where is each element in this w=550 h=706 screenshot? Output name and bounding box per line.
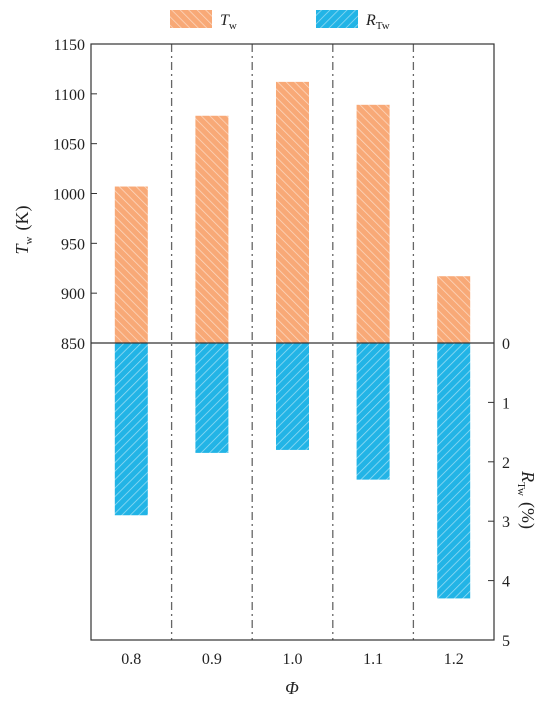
legend-label-rtw: RTw	[365, 12, 390, 32]
left-tick-label: 1050	[53, 137, 85, 154]
bar-rtw-0.9	[195, 343, 229, 453]
bar-tw-0.8	[114, 186, 148, 343]
bars	[114, 81, 471, 599]
x-tick-label: 1.2	[444, 651, 464, 668]
left-tick-label: 1150	[54, 37, 85, 54]
bar-tw-0.9	[195, 115, 229, 343]
legend-swatch-tw	[170, 10, 212, 28]
bar-tw-1.1	[356, 104, 390, 344]
left-tick-label: 1100	[54, 87, 85, 104]
right-tick-label: 1	[502, 395, 510, 412]
right-tick-label: 2	[502, 455, 510, 472]
bar-tw-1.2	[437, 276, 471, 343]
right-axis-title: RTw(%)	[515, 470, 538, 529]
x-tick-label: 0.9	[202, 651, 222, 668]
bar-rtw-1.2	[437, 343, 471, 599]
left-axis-title: Tw(K)	[12, 206, 35, 255]
right-tick-label: 5	[502, 633, 510, 650]
x-tick-label: 1.1	[363, 651, 383, 668]
legend-swatch-rtw	[316, 10, 358, 28]
left-tick-label: 1000	[53, 187, 85, 204]
left-tick-label: 950	[61, 236, 85, 253]
bar-rtw-1.0	[276, 343, 309, 450]
left-tick-label: 850	[61, 336, 85, 353]
x-axis-title: Φ	[285, 678, 299, 698]
x-tick-label: 1.0	[283, 651, 303, 668]
right-tick-label: 4	[502, 574, 510, 591]
right-tick-label: 3	[502, 514, 510, 531]
x-axis-ticks: 0.8 0.9 1.0 1.1 1.2	[121, 651, 463, 668]
left-tick-label: 900	[61, 286, 85, 303]
legend-label-tw: Tw	[220, 12, 237, 32]
x-tick-label: 0.8	[121, 651, 141, 668]
bar-rtw-0.8	[114, 343, 148, 516]
bar-rtw-1.1	[356, 343, 390, 480]
bar-tw-1.0	[276, 81, 309, 343]
legend: Tw RTw	[170, 10, 390, 32]
right-tick-label: 0	[502, 336, 510, 353]
left-axis-ticks: 850 900 950 1000 1050 1100 1150	[53, 37, 97, 353]
plot-frame	[90, 43, 495, 641]
right-axis-ticks: 0 1 2 3 4 5	[488, 336, 510, 650]
